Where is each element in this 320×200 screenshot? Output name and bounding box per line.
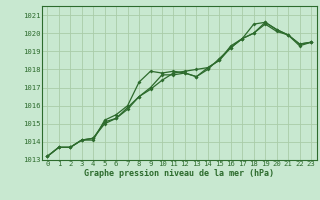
X-axis label: Graphe pression niveau de la mer (hPa): Graphe pression niveau de la mer (hPa) — [84, 169, 274, 178]
